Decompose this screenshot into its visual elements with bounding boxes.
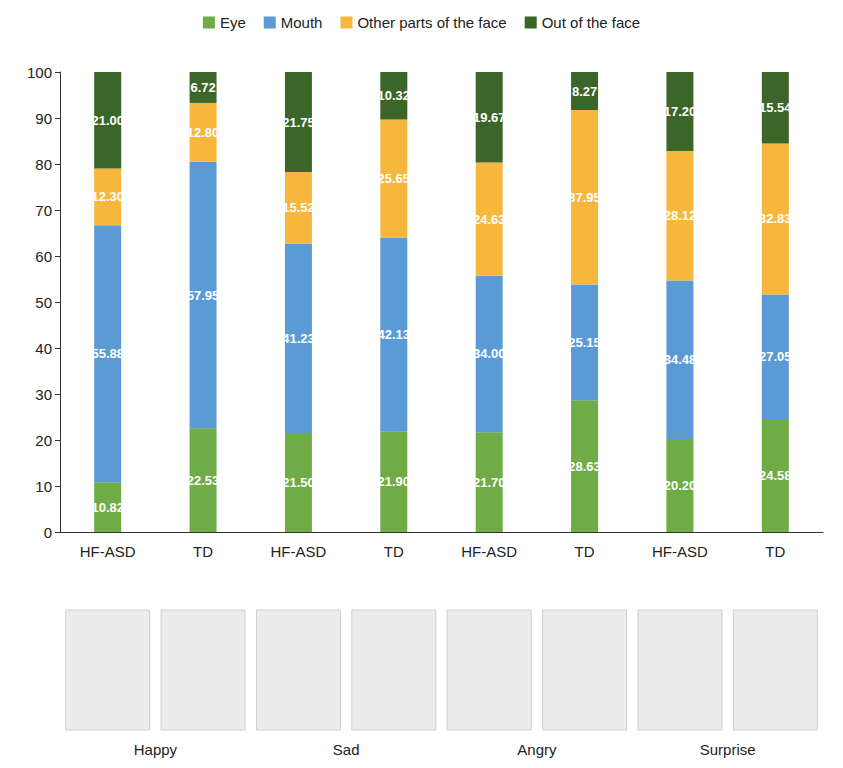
svg-text:34.00: 34.00 <box>473 346 506 361</box>
svg-text:Eye: Eye <box>220 14 246 31</box>
svg-text:6.72: 6.72 <box>190 80 215 95</box>
svg-text:30: 30 <box>35 386 52 403</box>
svg-text:HF-ASD: HF-ASD <box>461 543 517 560</box>
svg-text:57.95: 57.95 <box>187 288 220 303</box>
svg-text:80: 80 <box>35 156 52 173</box>
svg-text:21.90: 21.90 <box>378 474 411 489</box>
svg-text:60: 60 <box>35 248 52 265</box>
svg-text:21.50: 21.50 <box>282 475 315 490</box>
svg-text:100: 100 <box>27 64 52 81</box>
svg-text:37.95: 37.95 <box>568 190 601 205</box>
svg-text:TD: TD <box>384 543 404 560</box>
svg-text:12.80: 12.80 <box>187 125 220 140</box>
svg-text:TD: TD <box>765 543 785 560</box>
svg-text:Surprise: Surprise <box>700 741 756 758</box>
svg-text:55.88: 55.88 <box>91 346 124 361</box>
svg-text:22.53: 22.53 <box>187 473 220 488</box>
svg-text:28.63: 28.63 <box>568 459 601 474</box>
svg-text:10.82: 10.82 <box>91 500 124 515</box>
svg-text:32.83: 32.83 <box>759 211 792 226</box>
svg-text:Out of the face: Out of the face <box>542 14 640 31</box>
svg-text:10.32: 10.32 <box>378 88 411 103</box>
svg-text:8.27: 8.27 <box>572 84 597 99</box>
svg-text:21.00: 21.00 <box>91 113 124 128</box>
svg-text:17.20: 17.20 <box>664 104 697 119</box>
svg-text:0: 0 <box>44 524 52 541</box>
svg-text:Angry: Angry <box>517 741 557 758</box>
svg-text:40: 40 <box>35 340 52 357</box>
svg-text:20.20: 20.20 <box>664 478 697 493</box>
svg-text:Mouth: Mouth <box>281 14 323 31</box>
svg-text:24.58: 24.58 <box>759 468 792 483</box>
svg-text:HF-ASD: HF-ASD <box>80 543 136 560</box>
svg-text:12.30: 12.30 <box>91 189 124 204</box>
svg-text:25.65: 25.65 <box>378 171 411 186</box>
svg-text:21.70: 21.70 <box>473 475 506 490</box>
svg-text:50: 50 <box>35 294 52 311</box>
svg-text:90: 90 <box>35 110 52 127</box>
svg-text:15.52: 15.52 <box>282 200 315 215</box>
svg-text:HF-ASD: HF-ASD <box>271 543 327 560</box>
svg-text:Happy: Happy <box>134 741 178 758</box>
svg-text:24.63: 24.63 <box>473 212 506 227</box>
svg-text:Other parts of the face: Other parts of the face <box>357 14 506 31</box>
svg-text:15.54: 15.54 <box>759 100 792 115</box>
svg-text:25.15: 25.15 <box>568 335 601 350</box>
svg-text:TD: TD <box>193 543 213 560</box>
svg-text:28.12: 28.12 <box>664 208 697 223</box>
svg-text:27.05: 27.05 <box>759 349 792 364</box>
svg-text:TD: TD <box>575 543 595 560</box>
svg-text:10: 10 <box>35 478 52 495</box>
svg-text:Sad: Sad <box>333 741 360 758</box>
svg-text:HF-ASD: HF-ASD <box>652 543 708 560</box>
svg-text:42.13: 42.13 <box>378 327 411 342</box>
svg-text:19.67: 19.67 <box>473 110 506 125</box>
svg-text:34.48: 34.48 <box>664 352 697 367</box>
svg-text:20: 20 <box>35 432 52 449</box>
svg-text:21.75: 21.75 <box>282 115 315 130</box>
svg-text:41.23: 41.23 <box>282 331 315 346</box>
svg-text:70: 70 <box>35 202 52 219</box>
